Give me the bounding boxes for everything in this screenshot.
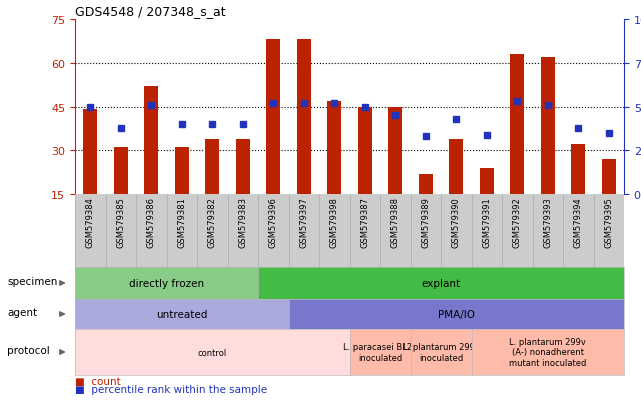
Bar	[83, 110, 97, 195]
Text: GSM579390: GSM579390	[452, 197, 461, 247]
Text: PMA/IO: PMA/IO	[438, 309, 475, 319]
Text: untreated: untreated	[156, 309, 208, 319]
Text: GDS4548 / 207348_s_at: GDS4548 / 207348_s_at	[75, 5, 226, 18]
Text: GSM579388: GSM579388	[391, 197, 400, 247]
Text: protocol: protocol	[7, 345, 50, 355]
Bar	[388, 107, 402, 195]
Text: directly frozen: directly frozen	[129, 278, 204, 288]
Bar	[602, 159, 615, 195]
Text: specimen: specimen	[7, 277, 58, 287]
Text: L. plantarum 299v
inoculated: L. plantarum 299v inoculated	[403, 342, 479, 362]
Text: GSM579392: GSM579392	[513, 197, 522, 247]
Text: L. paracasei BL23
inoculated: L. paracasei BL23 inoculated	[343, 342, 417, 362]
Text: L. plantarum 299v
(A-) nonadherent
mutant inoculated: L. plantarum 299v (A-) nonadherent mutan…	[509, 337, 587, 367]
Text: GSM579393: GSM579393	[544, 197, 553, 247]
Bar	[236, 139, 249, 195]
Text: explant: explant	[421, 278, 461, 288]
Text: GSM579389: GSM579389	[421, 197, 430, 247]
Bar	[175, 148, 188, 195]
Bar	[114, 148, 128, 195]
Text: GSM579394: GSM579394	[574, 197, 583, 247]
Bar	[541, 58, 554, 195]
Text: GSM579391: GSM579391	[482, 197, 491, 247]
Text: GSM579382: GSM579382	[208, 197, 217, 247]
Bar	[358, 107, 372, 195]
Text: GSM579397: GSM579397	[299, 197, 308, 247]
Bar	[419, 174, 433, 195]
Text: GSM579387: GSM579387	[360, 197, 369, 247]
Text: ■  percentile rank within the sample: ■ percentile rank within the sample	[75, 384, 267, 394]
Bar	[571, 145, 585, 195]
Text: ■  count: ■ count	[75, 376, 121, 386]
Bar	[297, 40, 311, 195]
Text: agent: agent	[7, 308, 37, 318]
Text: control: control	[197, 348, 227, 357]
Text: GSM579398: GSM579398	[329, 197, 338, 247]
Bar	[328, 102, 341, 195]
Bar	[144, 87, 158, 195]
Bar	[205, 139, 219, 195]
Text: GSM579396: GSM579396	[269, 197, 278, 247]
Bar	[449, 139, 463, 195]
Text: GSM579383: GSM579383	[238, 197, 247, 247]
Bar	[267, 40, 280, 195]
Bar	[480, 169, 494, 195]
Text: GSM579386: GSM579386	[147, 197, 156, 247]
Text: GSM579395: GSM579395	[604, 197, 613, 247]
Text: GSM579381: GSM579381	[178, 197, 187, 247]
Bar	[510, 55, 524, 195]
Text: GSM579385: GSM579385	[116, 197, 125, 247]
Text: GSM579384: GSM579384	[86, 197, 95, 247]
